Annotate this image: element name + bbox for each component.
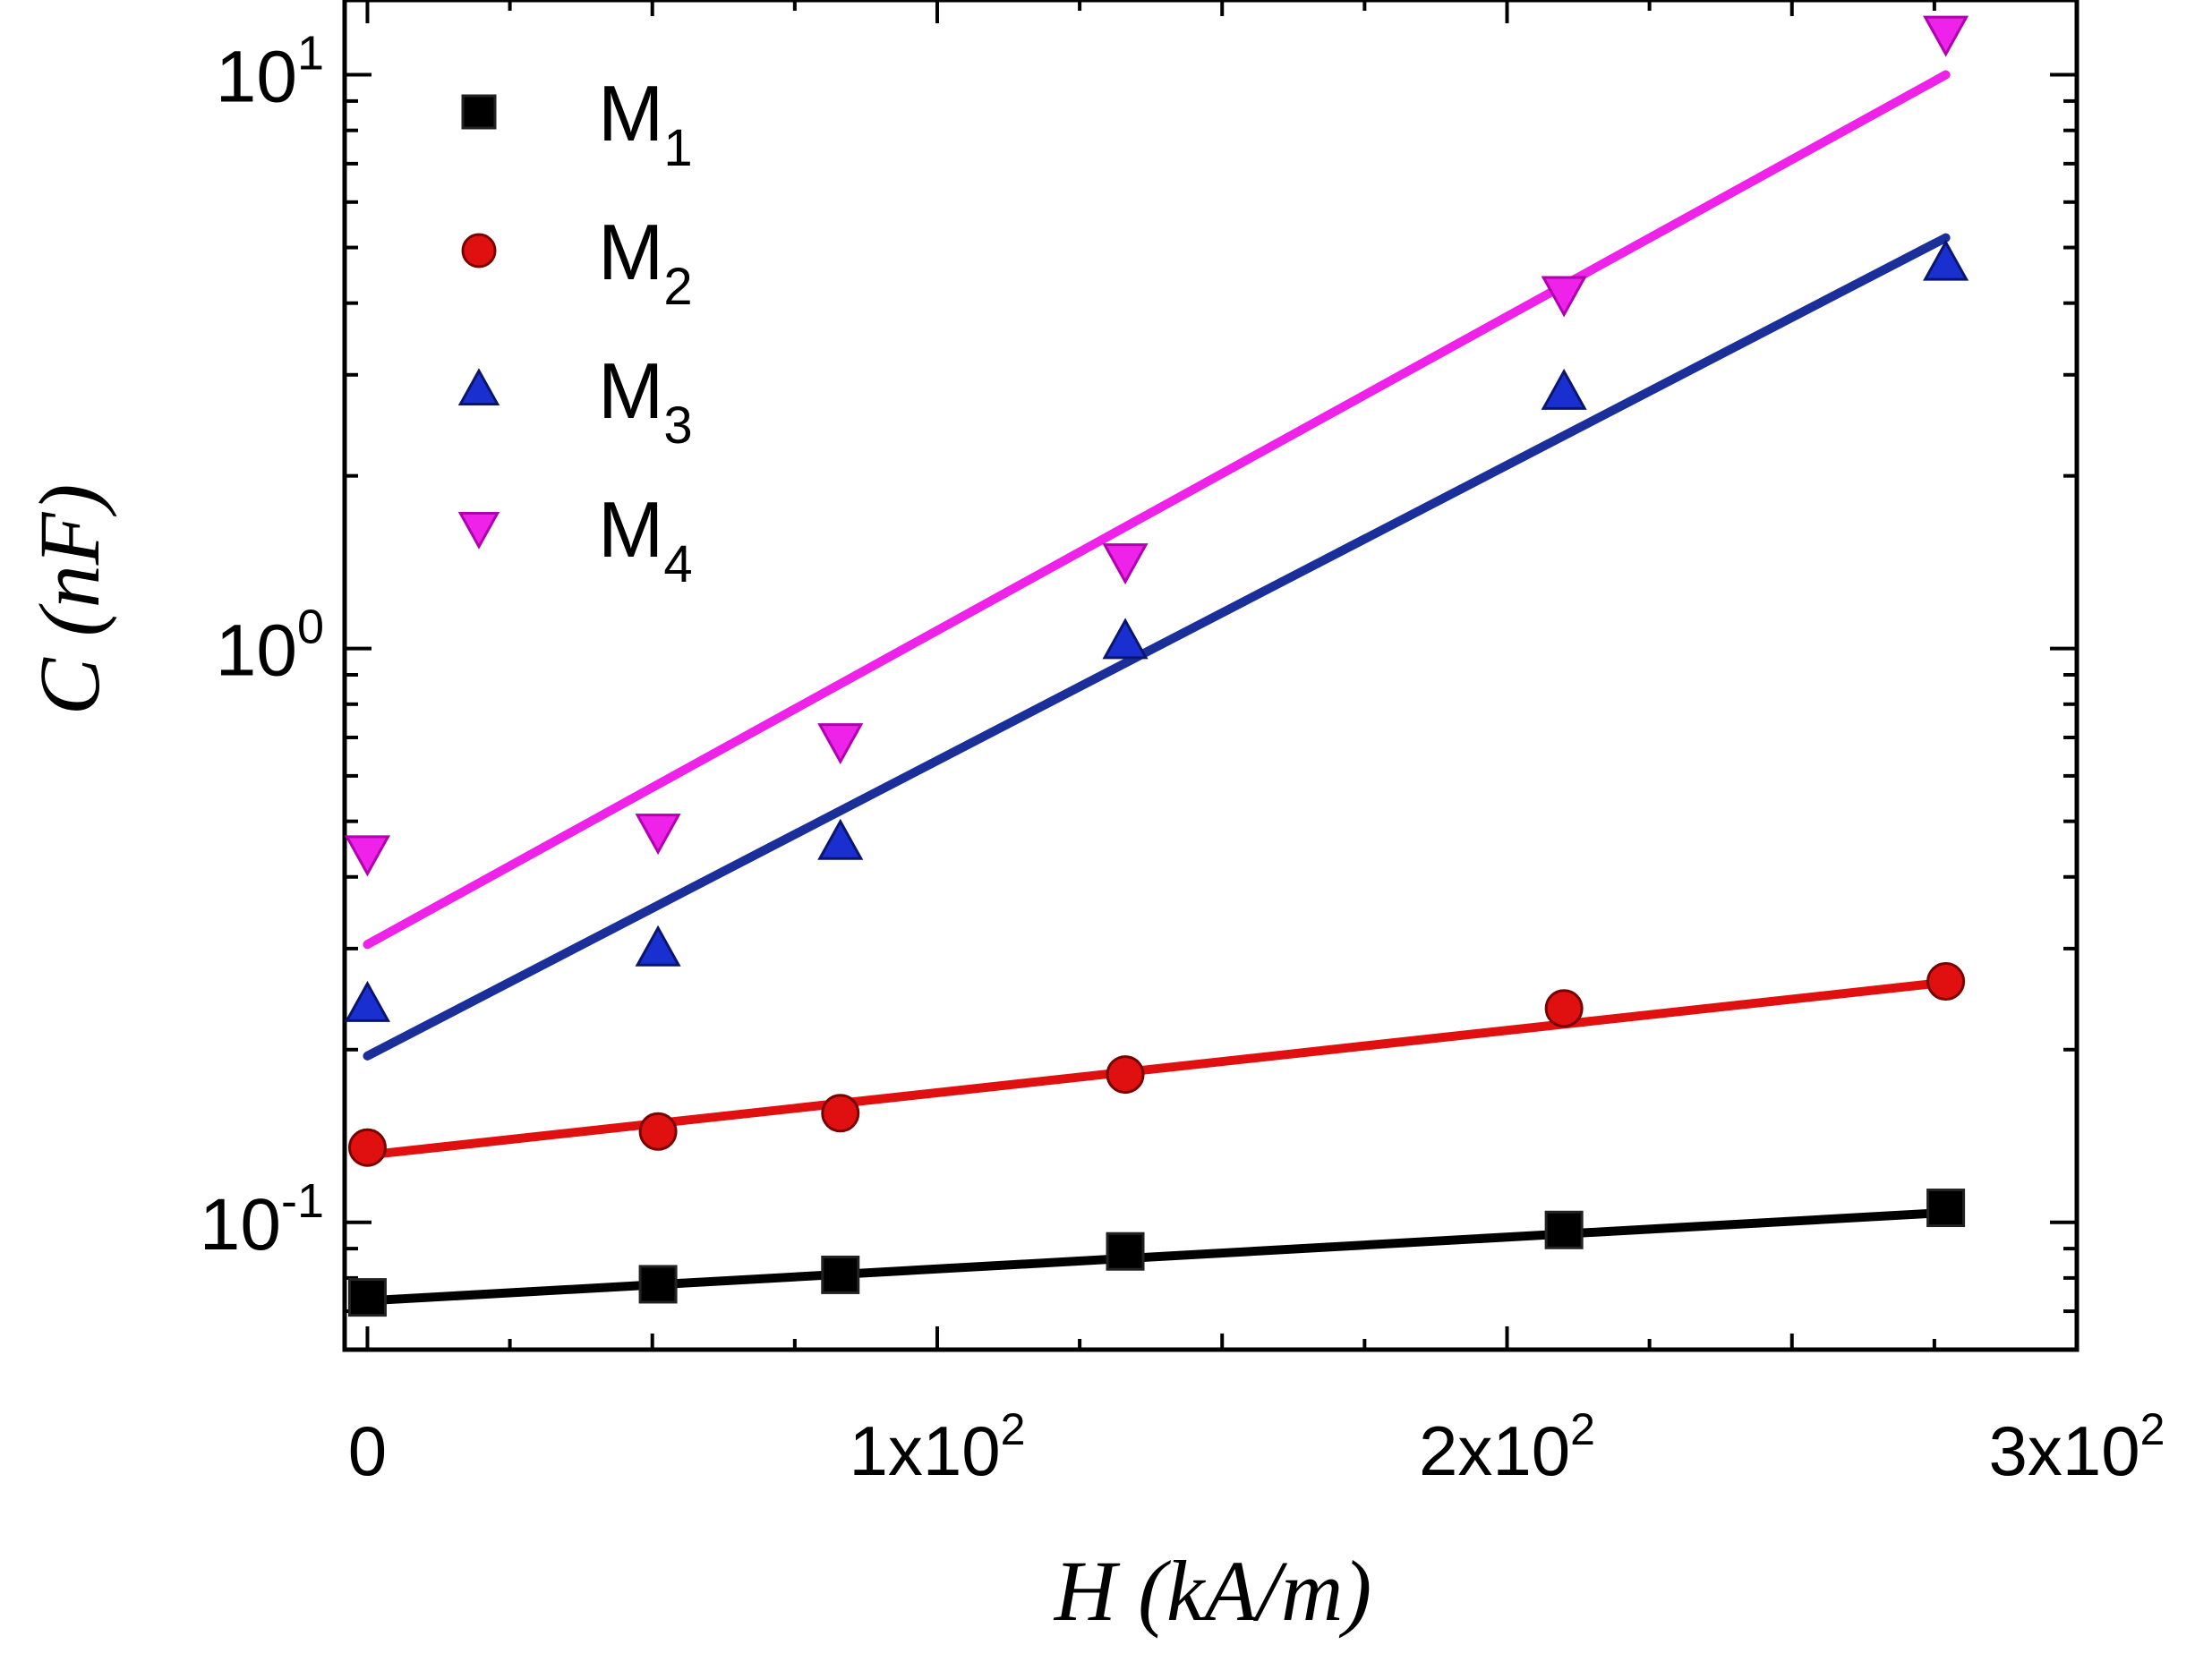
marker-square [347, 1278, 387, 1317]
marker-square [638, 1265, 678, 1304]
marker-triangle-down [817, 723, 864, 765]
legend-label: M2 [598, 208, 693, 316]
marker-triangle-up [635, 925, 681, 967]
fit-lines [363, 70, 1951, 1306]
marker-circle [1544, 989, 1584, 1028]
y-tick-label: 10-1 [200, 1174, 324, 1266]
legend-label: M4 [598, 485, 693, 593]
y-tick-label: 100 [216, 601, 324, 692]
x-tick-labels: 0 1x102 2x102 3x102 [348, 1404, 2165, 1490]
axis-ticks [345, 0, 2079, 1351]
x-tick-label: 1x102 [849, 1404, 1025, 1490]
legend: M1 M2 M3 M4 [457, 69, 693, 593]
marker-triangle-up [457, 368, 500, 406]
fit-line-m3 [363, 233, 1951, 1061]
marker-triangle-up [1923, 239, 1969, 281]
marker-triangle-up [1541, 368, 1587, 410]
y-axis-title: C (nF) [21, 484, 117, 716]
legend-label: M1 [598, 69, 693, 177]
legend-label: M3 [598, 346, 693, 455]
marker-triangle-up [817, 818, 864, 860]
data-markers [344, 15, 1969, 1317]
fit-line-m1 [363, 1207, 1951, 1306]
marker-square [1544, 1210, 1584, 1249]
y-tick-labels: 10-1 100 101 [200, 27, 324, 1266]
plot-frame [342, 0, 2080, 1352]
x-axis-title: H (kA/m) [1053, 1543, 1372, 1639]
marker-triangle-down [1541, 276, 1587, 318]
x-tick-label: 2x102 [1419, 1404, 1595, 1490]
marker-square [821, 1255, 860, 1294]
marker-circle [1106, 1055, 1145, 1095]
marker-triangle-down [457, 511, 500, 550]
x-tick-label: 0 [348, 1411, 387, 1490]
marker-square [1106, 1232, 1145, 1271]
marker-triangle-down [344, 835, 391, 877]
marker-circle [347, 1128, 387, 1167]
x-tick-label: 3x102 [1989, 1404, 2165, 1490]
marker-square [1926, 1189, 1966, 1228]
fit-line-m4 [363, 70, 1951, 950]
marker-circle [1926, 962, 1966, 1001]
fit-line-m2 [363, 977, 1951, 1160]
marker-triangle-up [1102, 618, 1149, 660]
marker-circle [638, 1112, 678, 1151]
marker-triangle-down [1923, 15, 1969, 57]
marker-circle [821, 1094, 860, 1133]
marker-triangle-down [1102, 543, 1149, 585]
y-tick-label: 101 [216, 27, 324, 118]
marker-square [461, 94, 497, 130]
marker-triangle-down [635, 814, 681, 856]
marker-circle [461, 233, 497, 268]
marker-triangle-up [344, 980, 391, 1022]
